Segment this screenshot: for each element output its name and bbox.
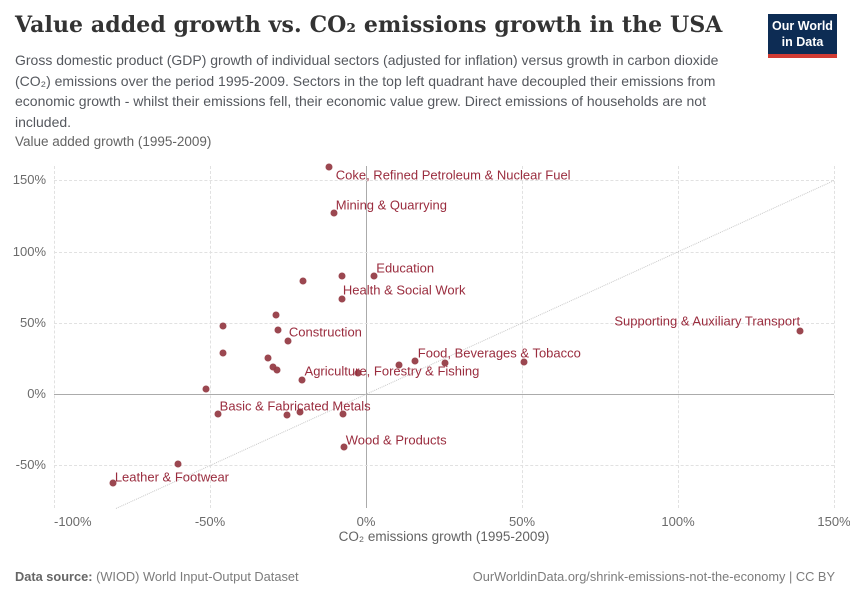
x-tick-label: -100%	[54, 514, 92, 529]
owid-logo: Our World in Data	[768, 14, 837, 59]
point-label[interactable]: Education	[376, 260, 435, 276]
data-point[interactable]	[395, 361, 403, 369]
data-point[interactable]	[520, 358, 528, 366]
y-tick-label: -50%	[15, 457, 46, 473]
data-point[interactable]	[796, 327, 804, 335]
point-label[interactable]: Basic & Fabricated Metals	[219, 398, 371, 414]
data-source-value: (WIOD) World Input-Output Dataset	[92, 569, 299, 584]
data-point[interactable]	[441, 359, 449, 367]
x-tick-label: 50%	[508, 514, 536, 529]
page-title: Value added growth vs. CO₂ emissions gro…	[15, 12, 723, 38]
grid-line-vertical	[210, 166, 211, 508]
point-label[interactable]: Wood & Products	[345, 432, 447, 448]
owid-logo-line2: in Data	[781, 34, 824, 49]
point-label[interactable]: Agriculture, Forestry & Fishing	[304, 363, 480, 379]
data-point[interactable]	[338, 272, 346, 280]
point-label[interactable]: Coke, Refined Petroleum & Nuclear Fuel	[335, 167, 571, 183]
y-tick-label: 150%	[12, 172, 46, 188]
point-label[interactable]: Health & Social Work	[342, 282, 466, 298]
data-point[interactable]	[338, 295, 346, 303]
scatter-plot: -100% -50% 0% 50% 100% 150% 150% 100% 50% 0% -50% C…	[13, 163, 850, 529]
data-point[interactable]	[411, 357, 419, 364]
data-point[interactable]	[296, 408, 304, 416]
data-point[interactable]	[370, 272, 378, 280]
x-tick-label: 0%	[356, 514, 376, 529]
grid-line-horizontal	[54, 322, 834, 324]
x-tick-label: -50%	[194, 514, 226, 529]
point-label[interactable]: Leather & Footwear	[114, 469, 230, 485]
credit-link[interactable]: OurWorldinData.org/shrink-emissions-not-…	[472, 569, 835, 584]
y-axis-title: Value added growth (1995-2009)	[15, 134, 212, 149]
data-point[interactable]	[264, 354, 272, 362]
x-tick-label: 150%	[817, 514, 850, 529]
y-tick-label: 100%	[12, 243, 46, 259]
data-point[interactable]	[340, 443, 348, 451]
chart-footer: Data source: (WIOD) World Input-Output D…	[15, 569, 835, 584]
data-point[interactable]	[339, 410, 347, 418]
data-point[interactable]	[283, 411, 291, 419]
x-axis-title: CO₂ emissions growth (1995-2009)	[338, 529, 550, 544]
grid-line-vertical	[522, 166, 523, 508]
grid-line-vertical	[834, 166, 835, 508]
data-point[interactable]	[299, 277, 307, 285]
data-point[interactable]	[325, 163, 333, 171]
grid-line-horizontal	[54, 251, 834, 253]
grid-line-vertical	[678, 166, 679, 508]
data-point[interactable]	[274, 326, 282, 334]
grid-line-horizontal	[54, 465, 834, 467]
data-point[interactable]	[273, 366, 281, 374]
owid-logo-line1: Our World	[772, 19, 833, 33]
y-tick-label: 50%	[19, 314, 46, 330]
data-point[interactable]	[272, 311, 280, 319]
data-point[interactable]	[214, 410, 222, 418]
point-label[interactable]: Supporting & Auxiliary Transport	[614, 313, 801, 329]
data-point[interactable]	[284, 337, 292, 345]
point-label[interactable]: Food, Beverages & Tobacco	[417, 345, 581, 361]
point-label[interactable]: Mining & Quarrying	[335, 197, 448, 213]
point-label[interactable]: Construction	[288, 324, 362, 340]
data-source-label: Data source:	[15, 569, 93, 584]
zero-line-horizontal	[54, 394, 834, 395]
data-point[interactable]	[174, 460, 182, 468]
data-point[interactable]	[354, 369, 362, 377]
data-point[interactable]	[219, 322, 227, 330]
y-tick-label: 0%	[27, 386, 46, 401]
grid-line-horizontal	[54, 180, 834, 182]
chart-subtitle: Gross domestic product (GDP) growth of i…	[15, 52, 719, 131]
zero-line-vertical	[366, 166, 367, 508]
data-point[interactable]	[202, 385, 210, 393]
data-point[interactable]	[330, 209, 338, 217]
grid-line-vertical	[54, 166, 55, 508]
data-point[interactable]	[269, 363, 277, 371]
data-point[interactable]	[109, 479, 117, 487]
data-point[interactable]	[298, 376, 306, 384]
data-point[interactable]	[219, 349, 227, 357]
x-tick-label: 100%	[661, 514, 695, 529]
